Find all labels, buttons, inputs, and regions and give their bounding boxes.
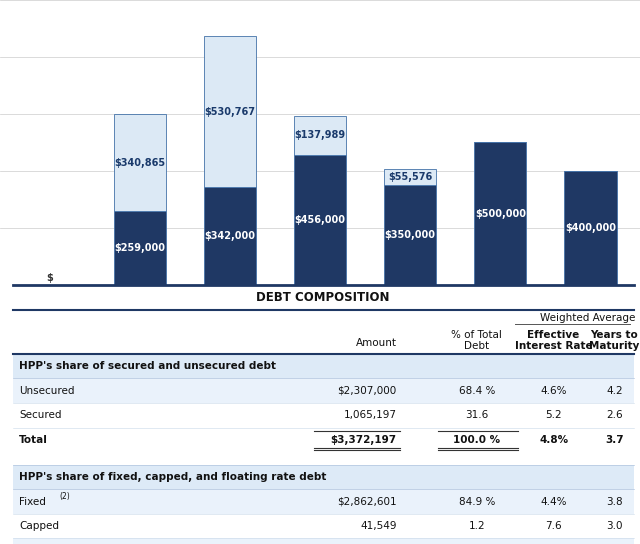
Text: $530,767: $530,767 <box>204 107 255 117</box>
Bar <box>13 489 634 514</box>
Bar <box>294 155 346 285</box>
Text: 100.0 %: 100.0 % <box>453 435 500 445</box>
Bar <box>13 403 634 428</box>
Bar <box>13 354 634 379</box>
Bar <box>564 171 616 285</box>
Bar <box>13 539 634 544</box>
Text: $340,865: $340,865 <box>114 158 165 168</box>
Text: $259,000: $259,000 <box>114 243 165 253</box>
Text: Unsecured: Unsecured <box>19 386 75 396</box>
Bar <box>204 36 256 188</box>
Text: $350,000: $350,000 <box>385 230 436 240</box>
Bar <box>13 428 634 452</box>
Text: 3.7: 3.7 <box>605 435 624 445</box>
Bar <box>204 188 256 285</box>
Text: 4.2: 4.2 <box>606 386 623 396</box>
Text: 68.4 %: 68.4 % <box>459 386 495 396</box>
Bar <box>474 143 527 285</box>
Text: Fixed: Fixed <box>19 497 46 506</box>
Text: 2.6: 2.6 <box>606 410 623 421</box>
Bar <box>13 379 634 403</box>
Text: $342,000: $342,000 <box>204 231 255 241</box>
Text: 1,065,197: 1,065,197 <box>344 410 397 421</box>
Text: Effective
Interest Rate: Effective Interest Rate <box>515 330 593 351</box>
Text: $2,307,000: $2,307,000 <box>337 386 397 396</box>
Text: $3,372,197: $3,372,197 <box>331 435 397 445</box>
Text: (2): (2) <box>59 492 70 501</box>
Text: $400,000: $400,000 <box>565 223 616 233</box>
Text: 4.4%: 4.4% <box>540 497 567 506</box>
Text: $137,989: $137,989 <box>294 131 346 140</box>
Bar <box>384 185 436 285</box>
Text: Total: Total <box>19 435 48 445</box>
Text: 5.2: 5.2 <box>545 410 562 421</box>
Text: $2,862,601: $2,862,601 <box>337 497 397 506</box>
Text: DEBT COMPOSITION: DEBT COMPOSITION <box>257 290 390 304</box>
Text: Capped: Capped <box>19 521 60 531</box>
Text: HPP's share of secured and unsecured debt: HPP's share of secured and unsecured deb… <box>19 361 276 371</box>
Bar <box>13 285 634 310</box>
Text: 84.9 %: 84.9 % <box>459 497 495 506</box>
Text: 4.8%: 4.8% <box>539 435 568 445</box>
Text: $: $ <box>46 273 53 283</box>
Bar <box>13 514 634 539</box>
Text: $456,000: $456,000 <box>294 215 346 225</box>
Bar <box>384 169 436 185</box>
Text: 3.0: 3.0 <box>606 521 623 531</box>
Text: 3.8: 3.8 <box>606 497 623 506</box>
Text: 4.6%: 4.6% <box>540 386 567 396</box>
Text: 41,549: 41,549 <box>360 521 397 531</box>
Bar <box>113 211 166 285</box>
Text: 31.6: 31.6 <box>465 410 488 421</box>
Text: Secured: Secured <box>19 410 61 421</box>
Text: 7.6: 7.6 <box>545 521 562 531</box>
Text: Weighted Average: Weighted Average <box>540 313 635 323</box>
Bar <box>13 310 634 354</box>
Text: 1.2: 1.2 <box>468 521 485 531</box>
Text: $55,576: $55,576 <box>388 172 432 182</box>
Bar <box>294 116 346 155</box>
Text: Amount: Amount <box>356 338 397 348</box>
Bar <box>13 452 634 465</box>
Bar <box>13 465 634 489</box>
Bar <box>113 114 166 211</box>
Text: % of Total
Debt: % of Total Debt <box>451 330 502 351</box>
Text: $500,000: $500,000 <box>475 209 526 219</box>
Text: HPP's share of fixed, capped, and floating rate debt: HPP's share of fixed, capped, and floati… <box>19 472 326 482</box>
Text: Years to
Maturity: Years to Maturity <box>589 330 639 351</box>
